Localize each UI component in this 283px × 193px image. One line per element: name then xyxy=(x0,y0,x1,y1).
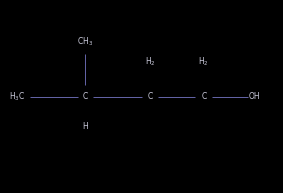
Text: C: C xyxy=(147,92,153,101)
Text: C: C xyxy=(201,92,206,101)
Text: CH$_3$: CH$_3$ xyxy=(77,36,93,48)
Text: H$_3$C: H$_3$C xyxy=(9,90,25,103)
Text: H$_2$: H$_2$ xyxy=(145,55,155,68)
Text: C: C xyxy=(82,92,87,101)
Text: H$_2$: H$_2$ xyxy=(198,55,209,68)
Text: H: H xyxy=(82,122,88,131)
Text: OH: OH xyxy=(249,92,261,101)
